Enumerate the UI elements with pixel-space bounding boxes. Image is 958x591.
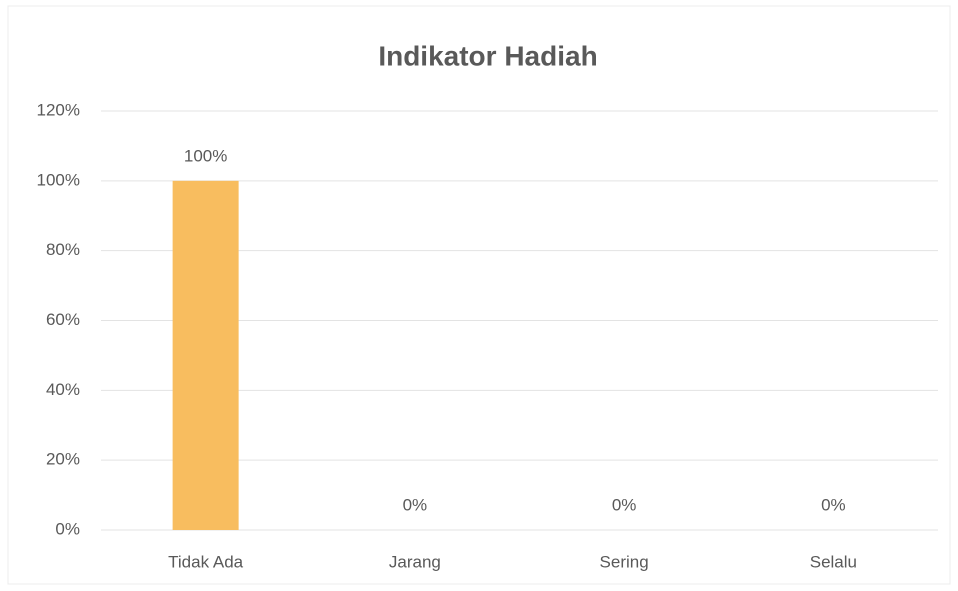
x-tick-label: Selalu (810, 552, 857, 571)
x-tick-label: Sering (600, 552, 649, 571)
value-label: 0% (403, 495, 428, 514)
y-tick-label: 120% (37, 100, 80, 119)
y-tick-label: 80% (46, 240, 80, 259)
value-label: 0% (821, 495, 846, 514)
value-label: 0% (612, 495, 637, 514)
y-tick-label: 0% (55, 519, 80, 538)
x-tick-label: Tidak Ada (168, 552, 244, 571)
chart-title: Indikator Hadiah (378, 40, 597, 71)
value-label: 100% (184, 146, 227, 165)
bar (172, 180, 239, 531)
x-tick-label: Jarang (389, 552, 441, 571)
y-tick-label: 100% (37, 170, 80, 189)
y-tick-label: 60% (46, 310, 80, 329)
chart-frame (7, 5, 951, 585)
y-tick-label: 40% (46, 380, 80, 399)
y-tick-label: 20% (46, 450, 80, 469)
